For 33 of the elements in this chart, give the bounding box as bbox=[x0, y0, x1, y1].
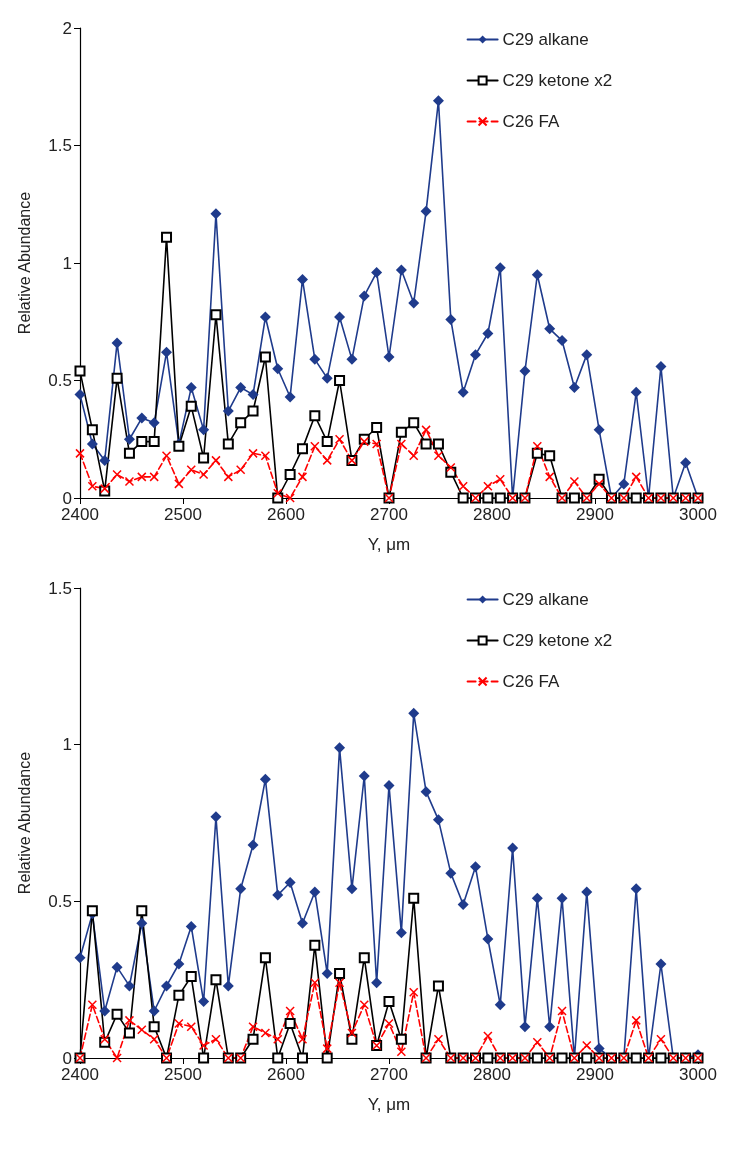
y-tick-label: 1 bbox=[62, 253, 72, 273]
y-tick-label: 0 bbox=[62, 488, 72, 508]
x-tick-label: 2400 bbox=[61, 505, 99, 524]
legend-label: C29 alkane bbox=[502, 30, 589, 49]
x-tick-label: 2700 bbox=[370, 1065, 408, 1084]
y-axis-title: Relative Abundance bbox=[15, 191, 33, 335]
legend-label: C29 ketone x2 bbox=[502, 631, 613, 650]
y-tick-label: 0.5 bbox=[48, 891, 72, 911]
y-tick-label: 0 bbox=[62, 1048, 72, 1068]
x-tick-label: 3000 bbox=[679, 505, 717, 524]
legend-label: C29 alkane bbox=[502, 590, 589, 609]
x-axis-title: Y, μm bbox=[367, 535, 411, 554]
legend-label: C29 ketone x2 bbox=[502, 71, 613, 90]
y-tick-label: 1.5 bbox=[48, 578, 72, 598]
x-tick-label: 2600 bbox=[267, 1065, 305, 1084]
x-tick-label: 2500 bbox=[164, 505, 202, 524]
y-tick-label: 0.5 bbox=[48, 371, 72, 390]
x-tick-label: 2800 bbox=[473, 505, 511, 524]
x-tick-label: 2800 bbox=[473, 1065, 511, 1084]
y-axis-title: Relative Abundance bbox=[15, 751, 33, 895]
y-tick-label: 1 bbox=[62, 735, 72, 755]
x-tick-label: 2500 bbox=[164, 1065, 202, 1084]
x-tick-label: 2400 bbox=[61, 1065, 99, 1084]
x-tick-label: 2900 bbox=[576, 1065, 614, 1084]
legend-label: C26 FA bbox=[502, 672, 560, 691]
x-tick-label: 2700 bbox=[370, 505, 408, 524]
legend-label: C26 FA bbox=[502, 112, 560, 131]
y-tick-label: 1.5 bbox=[48, 136, 72, 155]
x-tick-label: 2600 bbox=[267, 505, 305, 524]
x-tick-label: 3000 bbox=[679, 1065, 717, 1084]
x-axis-title: Y, μm bbox=[367, 1095, 411, 1114]
y-tick-label: 2 bbox=[62, 18, 72, 38]
x-tick-label: 2900 bbox=[576, 505, 614, 524]
